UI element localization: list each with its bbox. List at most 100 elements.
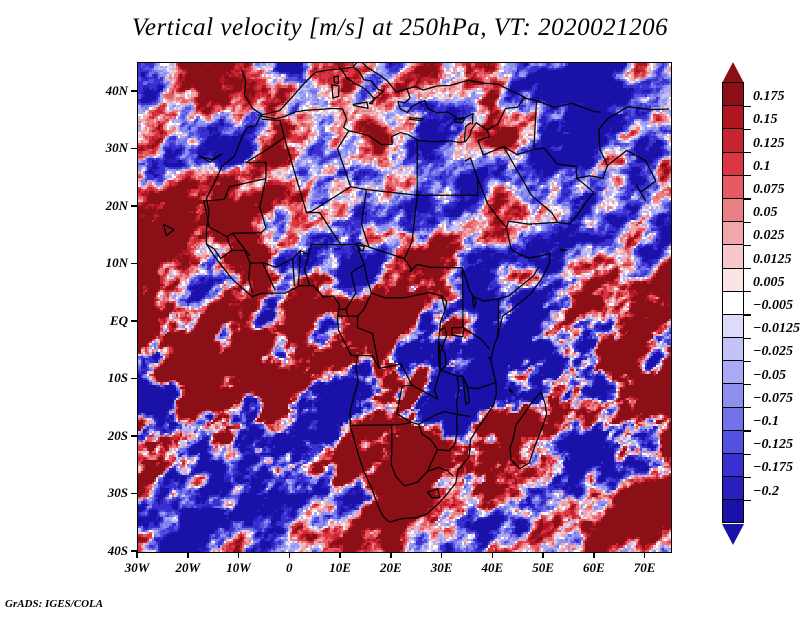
y-tick: [131, 377, 137, 380]
y-tick: [131, 205, 137, 207]
y-axis-label: 30S: [107, 485, 128, 501]
x-tick: [237, 552, 240, 558]
y-tick: [131, 435, 137, 437]
country-border: [433, 295, 446, 400]
x-axis-label: 70E: [633, 560, 656, 575]
country-border: [261, 261, 276, 291]
country-border: [303, 188, 370, 286]
colorbar-band: [722, 290, 744, 314]
x-axis-label: 20W: [175, 560, 201, 575]
country-border: [475, 97, 525, 131]
y-tick: [131, 492, 137, 495]
country-border: [305, 211, 342, 246]
colorbar-tick-label: 0.1: [753, 158, 771, 174]
country-border: [462, 297, 490, 350]
colorbar-band: [722, 174, 744, 198]
x-tick: [593, 552, 595, 558]
country-border: [339, 264, 366, 310]
colorbar-band: [722, 151, 744, 175]
country-border: [455, 375, 460, 416]
country-border: [350, 354, 380, 370]
colorbar-band: [722, 82, 744, 106]
colorbar-tick: [744, 128, 751, 130]
colorbar-tick: [744, 314, 751, 316]
x-tick: [491, 552, 494, 558]
country-border: [439, 369, 497, 390]
coastline: [437, 340, 447, 373]
y-tick: [131, 262, 137, 265]
colorbar-tick-label: 0.125: [753, 135, 785, 151]
colorbar-band: [722, 476, 744, 500]
colorbar-band: [722, 313, 744, 338]
colorbar-band: [722, 406, 744, 430]
colorbar-arrow-max: [722, 62, 744, 83]
y-axis-label: 10S: [107, 370, 128, 386]
y-axis-label: EQ: [109, 312, 128, 328]
x-axis-label: 20E: [379, 560, 402, 575]
colorbar-band: [722, 105, 744, 129]
y-axis-label: 30N: [105, 140, 128, 156]
colorbar-tick-label: −0.2: [753, 483, 779, 499]
country-border: [205, 236, 233, 260]
x-tick: [288, 552, 291, 558]
coastline: [331, 84, 340, 99]
map-plot-area: [137, 62, 672, 553]
country-border: [598, 106, 670, 167]
x-axis-label: 30E: [430, 560, 453, 575]
country-border: [461, 267, 464, 299]
country-border: [390, 424, 397, 478]
colorbar-tick: [744, 221, 751, 223]
y-axis-label: 20S: [107, 427, 128, 443]
colorbar-band: [722, 429, 744, 453]
colorbar-tick-label: 0.075: [753, 182, 785, 197]
colorbar-tick-label: 0.175: [753, 89, 785, 105]
country-border: [203, 177, 267, 238]
x-tick: [187, 552, 189, 558]
colorbar-band: [722, 383, 744, 407]
country-border: [426, 466, 454, 477]
coastline: [239, 107, 472, 146]
colorbar-tick-label: −0.05: [753, 367, 786, 383]
colorbar-band: [722, 499, 744, 523]
country-border: [231, 249, 310, 268]
colorbar-tick: [744, 476, 751, 478]
x-tick: [440, 552, 443, 558]
coastline: [408, 117, 424, 122]
colorbar-band: [722, 244, 744, 268]
colorbar-tick-label: −0.025: [753, 344, 793, 360]
vertical-velocity-field: [138, 63, 671, 552]
colorbar-arrow-min: [722, 523, 744, 545]
country-border: [396, 384, 413, 424]
coastline: [451, 326, 465, 338]
country-border: [403, 194, 418, 260]
x-tick: [136, 552, 138, 558]
coastline: [471, 295, 477, 309]
colorbar-tick-label: 0.005: [753, 274, 785, 290]
country-border: [378, 363, 439, 400]
colorbar-tick-label: −0.0125: [753, 321, 800, 337]
colorbar: [722, 82, 744, 523]
colorbar-tick-label: −0.005: [753, 298, 793, 313]
country-border: [533, 99, 538, 150]
coastline-overlay: [162, 63, 670, 523]
x-axis-label: 30W: [124, 560, 150, 575]
country-border: [497, 298, 500, 337]
coastline: [508, 388, 514, 394]
coastline: [337, 66, 385, 105]
colorbar-tick-label: −0.125: [753, 437, 793, 453]
coastline: [333, 75, 340, 85]
x-axis-label: 0: [286, 560, 293, 575]
x-tick: [390, 552, 392, 558]
y-axis-label: 40N: [105, 82, 128, 98]
coastline: [241, 63, 500, 116]
x-tick: [643, 552, 646, 558]
country-border: [533, 147, 604, 179]
colorbar-band: [722, 267, 744, 291]
x-axis-label: 10E: [329, 560, 351, 575]
colorbar-tick: [744, 175, 751, 177]
coastline: [462, 375, 471, 406]
x-axis-label: 10W: [226, 560, 251, 575]
colorbar-tick-label: −0.075: [753, 390, 793, 406]
colorbar-tick: [744, 407, 751, 409]
field-canvas: [138, 63, 671, 552]
